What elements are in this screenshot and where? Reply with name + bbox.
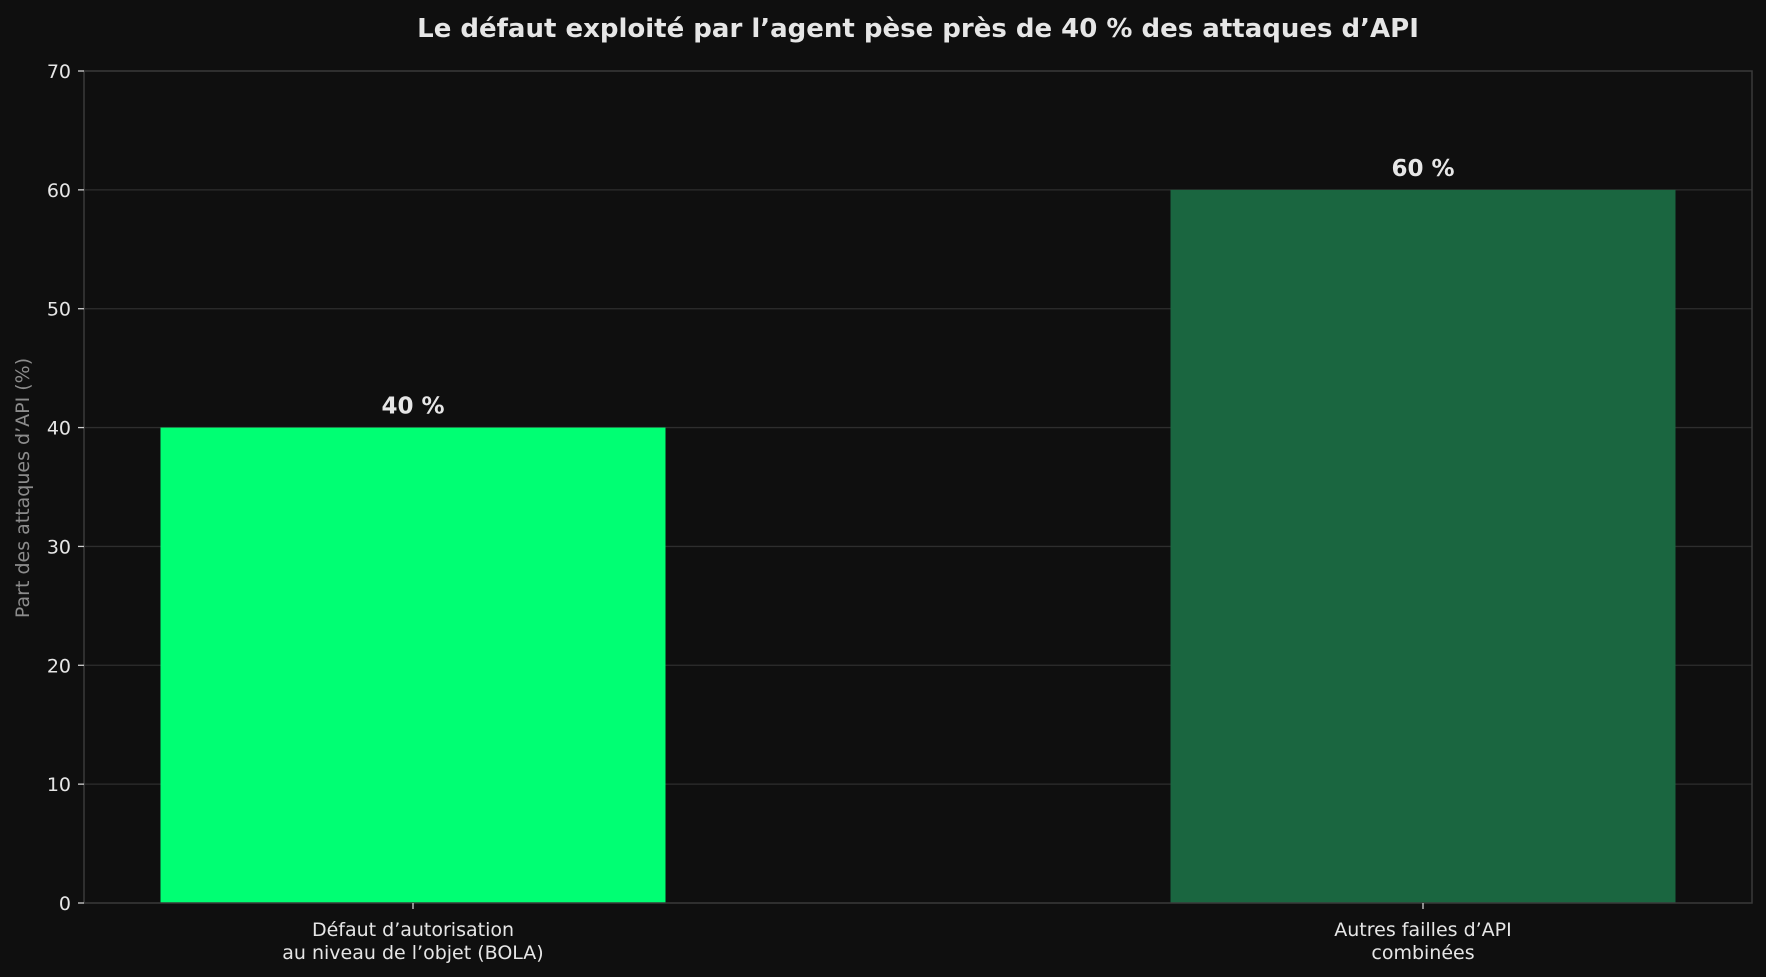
bar-value-label: 60 % bbox=[1391, 156, 1454, 182]
y-tick-label: 60 bbox=[47, 180, 71, 202]
plot-frame bbox=[83, 70, 1753, 904]
chart-title: Le défaut exploité par l’agent pèse près… bbox=[417, 14, 1419, 44]
x-tick-label: Défaut d’autorisation au niveau de l’obje… bbox=[282, 919, 543, 964]
y-axis-label: Part des attaques d’API (%) bbox=[12, 358, 34, 618]
y-tick-label: 0 bbox=[59, 893, 71, 915]
y-tick-label: 70 bbox=[47, 61, 71, 83]
y-tick-label: 10 bbox=[47, 774, 71, 796]
y-tick-label: 20 bbox=[47, 655, 71, 677]
y-axis: 0 10 20 30 40 50 60 70 bbox=[47, 61, 84, 915]
bar bbox=[1170, 189, 1676, 903]
bars bbox=[160, 189, 1676, 903]
bar-value-label: 40 % bbox=[381, 394, 444, 420]
x-axis: Défaut d’autorisation au niveau de l’obje… bbox=[282, 903, 1512, 964]
y-tick-label: 40 bbox=[47, 418, 71, 440]
y-tick-label: 50 bbox=[47, 299, 71, 321]
data-labels: 40 % 60 % bbox=[381, 156, 1454, 420]
x-tick-label: Autres failles d’API combinées bbox=[1334, 919, 1511, 964]
bar bbox=[160, 427, 666, 903]
y-tick-label: 30 bbox=[47, 536, 71, 558]
